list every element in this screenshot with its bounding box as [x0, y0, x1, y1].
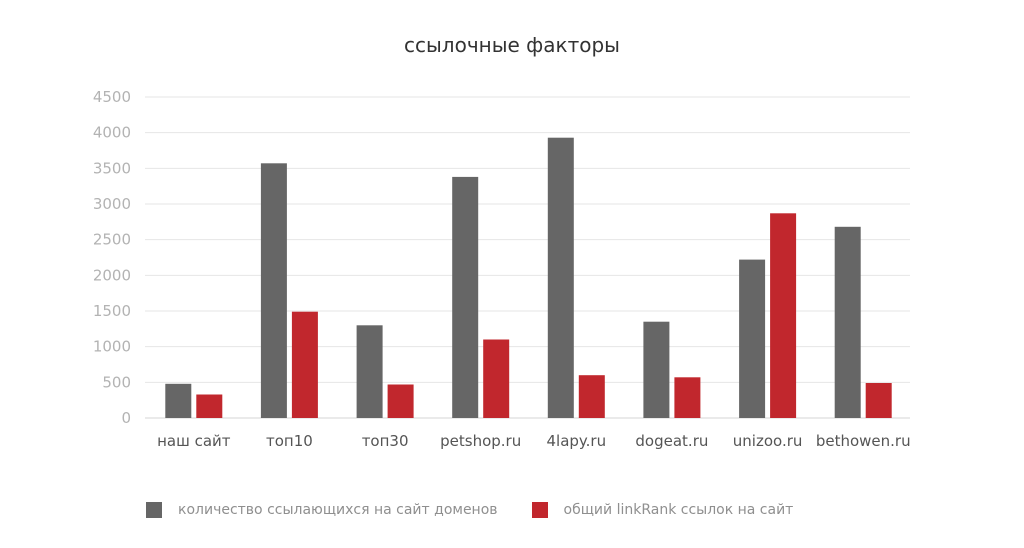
y-tick-label: 3000	[93, 195, 131, 213]
y-tick-label: 4500	[93, 88, 131, 106]
bar-domains	[452, 176, 479, 418]
bar-domains	[547, 137, 574, 418]
x-category-label: 4lapy.ru	[546, 432, 606, 450]
legend-label-linkrank: общий linkRank ссылок на сайт	[563, 502, 794, 518]
bar-linkrank	[196, 394, 223, 418]
bar-domains	[739, 259, 766, 418]
y-tick-label: 0	[121, 409, 131, 427]
legend-label-domains: количество ссылающихся на сайт доменов	[178, 502, 498, 518]
bar-linkrank	[387, 384, 414, 418]
y-tick-label: 2500	[93, 231, 131, 249]
legend-swatch-linkrank	[531, 502, 548, 518]
x-category-label: unizoo.ru	[733, 432, 803, 450]
bar-linkrank	[865, 383, 892, 418]
x-axis-labels: наш сайт топ10 топ30 petshop.ru 4lapy.ru doge…	[157, 432, 910, 450]
x-category-label: bethowen.ru	[816, 432, 911, 450]
x-category-label: dogeat.ru	[635, 432, 708, 450]
bar-domains	[834, 226, 861, 418]
y-tick-label: 1500	[93, 302, 131, 320]
y-tick-label: 2000	[93, 266, 131, 284]
legend-swatch-domains	[146, 502, 162, 518]
x-category-label: топ30	[362, 432, 409, 450]
bar-domains	[165, 383, 192, 418]
y-tick-label: 1000	[93, 338, 131, 356]
bar-linkrank	[291, 311, 318, 418]
y-tick-label: 3500	[93, 159, 131, 177]
legend-item-linkrank: общий linkRank ссылок на сайт	[531, 502, 794, 518]
x-category-label: petshop.ru	[440, 432, 521, 450]
bar-linkrank	[483, 339, 510, 418]
bar-domains	[356, 325, 383, 418]
x-category-label: наш сайт	[157, 432, 231, 450]
y-tick-label: 500	[102, 373, 131, 391]
bars	[165, 137, 892, 418]
bar-linkrank	[770, 213, 797, 418]
x-category-label: топ10	[266, 432, 313, 450]
bar-linkrank	[674, 377, 701, 418]
legend-item-domains: количество ссылающихся на сайт доменов	[146, 502, 498, 518]
bar-domains	[260, 163, 287, 418]
y-tick-label: 4000	[93, 124, 131, 142]
y-axis-ticks: 0 500 1000 1500 2000 2500 3000 3500 4000 4500	[93, 88, 131, 427]
bar-domains	[643, 321, 670, 418]
bar-linkrank	[578, 375, 605, 418]
chart-title: ссылочные факторы	[404, 33, 620, 57]
legend: количество ссылающихся на сайт доменов о…	[146, 498, 793, 522]
